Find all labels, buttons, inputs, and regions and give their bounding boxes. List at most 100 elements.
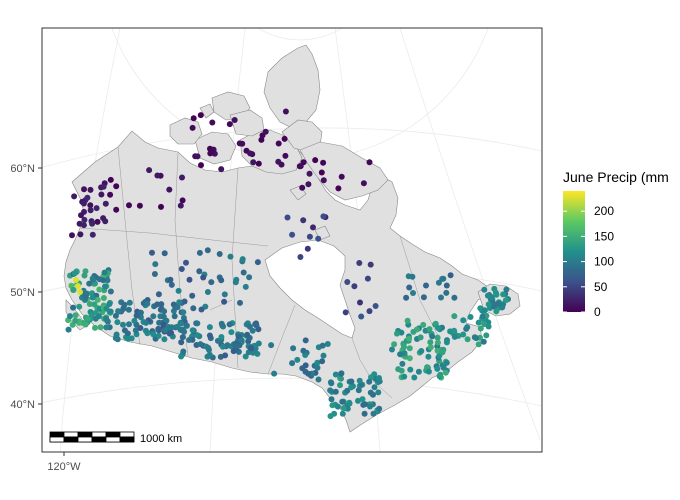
station-point — [144, 300, 151, 307]
station-point — [161, 308, 168, 315]
station-point — [126, 321, 132, 328]
station-point — [355, 397, 361, 404]
station-point — [80, 222, 87, 229]
station-point — [358, 313, 365, 320]
station-point — [112, 335, 119, 342]
station-point — [359, 396, 366, 403]
station-point — [340, 405, 347, 411]
station-point — [397, 351, 404, 358]
station-point — [282, 152, 289, 159]
station-point — [178, 320, 185, 327]
station-point — [136, 202, 143, 209]
station-point — [232, 279, 239, 286]
station-point — [98, 191, 105, 198]
station-point — [160, 313, 167, 320]
station-point — [320, 213, 327, 220]
station-point — [93, 205, 100, 212]
station-point — [166, 186, 173, 193]
station-point — [401, 373, 408, 380]
station-point — [155, 291, 162, 298]
station-point — [297, 254, 304, 260]
station-point — [342, 309, 349, 316]
station-point — [72, 317, 79, 324]
station-point — [102, 200, 109, 207]
station-point — [255, 160, 262, 167]
lat-tick-label: 60°N — [10, 163, 35, 175]
station-point — [242, 283, 249, 290]
station-point — [76, 303, 83, 310]
station-point — [480, 338, 487, 345]
station-point — [281, 135, 288, 142]
station-point — [335, 185, 342, 192]
scale-bar-segment — [105, 436, 121, 443]
station-point — [82, 321, 89, 328]
station-point — [275, 140, 282, 147]
legend-colorbar — [563, 191, 585, 312]
station-point — [226, 121, 233, 128]
station-point — [87, 186, 94, 193]
station-point — [101, 269, 108, 276]
station-point — [338, 370, 345, 377]
station-point — [94, 218, 101, 225]
station-point — [168, 281, 175, 288]
station-point — [481, 286, 488, 293]
station-point — [451, 327, 458, 334]
station-point — [391, 341, 398, 348]
station-point — [356, 260, 363, 266]
station-point — [324, 341, 331, 347]
station-point — [435, 279, 442, 286]
station-point — [289, 360, 296, 367]
station-point — [290, 345, 297, 352]
station-point — [451, 333, 458, 340]
station-point — [410, 290, 416, 296]
station-point — [218, 277, 225, 284]
station-point — [471, 334, 478, 341]
station-point — [302, 337, 309, 344]
station-point — [87, 202, 94, 209]
station-point — [107, 288, 114, 295]
station-point — [360, 180, 367, 187]
station-point — [94, 296, 101, 303]
station-point — [132, 327, 139, 334]
station-point — [194, 332, 201, 339]
station-point — [389, 346, 395, 353]
station-point — [100, 183, 107, 190]
station-point — [427, 344, 434, 351]
legend-label: 50 — [594, 280, 608, 294]
latitude-axis: 60°N 50°N 40°N — [10, 163, 42, 411]
scale-bar-segment — [77, 436, 93, 443]
station-point — [503, 286, 510, 293]
station-point — [376, 375, 382, 381]
station-point — [206, 324, 213, 331]
station-point — [228, 329, 235, 336]
station-point — [177, 202, 184, 209]
station-point — [294, 356, 301, 363]
legend-ticks: 200 150 100 50 0 — [563, 204, 614, 319]
station-point — [137, 325, 144, 331]
station-point — [216, 251, 223, 257]
station-point — [75, 283, 81, 289]
station-point — [106, 301, 113, 308]
station-point — [178, 327, 185, 334]
station-point — [394, 330, 400, 337]
station-point — [197, 341, 204, 348]
station-point — [305, 181, 312, 188]
station-point — [81, 186, 87, 193]
legend: June Precip (mm 200 150 100 50 0 — [563, 169, 669, 319]
station-point — [399, 360, 406, 367]
station-point — [481, 307, 488, 314]
station-point — [186, 276, 193, 283]
station-point — [344, 279, 351, 285]
station-point — [82, 294, 89, 301]
station-point — [72, 312, 79, 319]
station-point — [314, 359, 321, 366]
station-point — [258, 136, 265, 143]
station-point — [81, 216, 88, 223]
station-point — [204, 247, 211, 254]
station-point — [319, 358, 326, 365]
station-point — [200, 274, 207, 281]
scale-bar-segment — [105, 431, 121, 438]
station-point — [96, 286, 103, 293]
station-point — [425, 353, 432, 360]
